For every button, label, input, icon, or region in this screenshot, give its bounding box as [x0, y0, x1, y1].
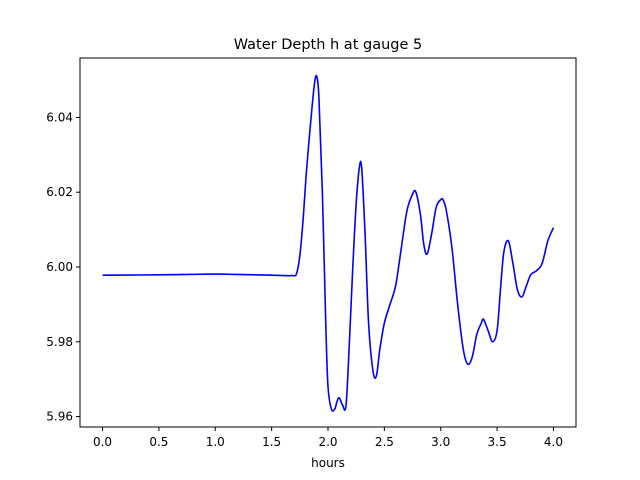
plot-layer	[102, 74, 555, 412]
x-tick-label: 1.5	[262, 435, 281, 449]
y-axis-ticks: 5.96 5.98 6.00 6.02 6.04	[46, 110, 80, 424]
x-tick-label: 0.0	[93, 435, 112, 449]
x-tick-label: 2.5	[375, 435, 394, 449]
y-tick-label: 6.02	[46, 185, 73, 199]
y-tick-label: 6.00	[46, 260, 73, 274]
y-tick-label: 5.96	[46, 410, 73, 424]
x-tick-label: 0.5	[149, 435, 168, 449]
x-tick-label: 1.0	[206, 435, 225, 449]
y-tick-label: 6.04	[46, 110, 73, 124]
x-tick-label: 2.0	[318, 435, 337, 449]
x-axis-ticks: 0.0 0.5 1.0 1.5 2.0 2.5 3.0 3.5 4.0	[93, 427, 563, 449]
x-tick-label: 3.0	[431, 435, 450, 449]
y-tick-label: 5.98	[46, 335, 73, 349]
x-tick-label: 4.0	[544, 435, 563, 449]
chart-title: Water Depth h at gauge 5	[234, 37, 422, 53]
x-axis-label: hours	[311, 456, 345, 470]
x-tick-label: 3.5	[488, 435, 507, 449]
series-line-water-depth	[102, 74, 555, 412]
